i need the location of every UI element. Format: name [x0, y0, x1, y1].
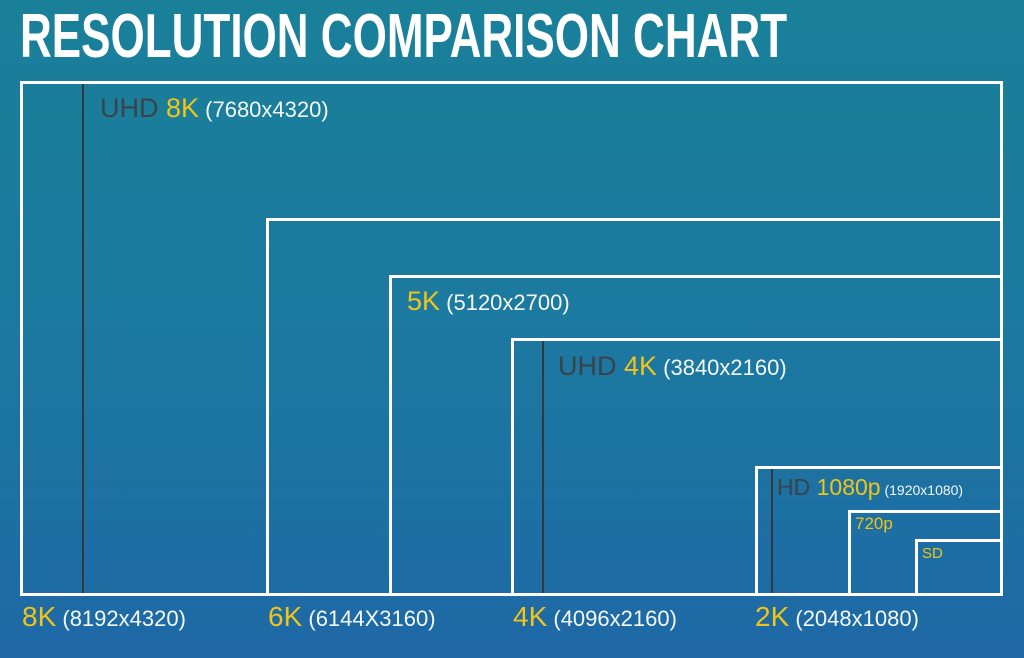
page-title: RESOLUTION COMPARISON CHART — [20, 2, 788, 71]
label-hd-1080p-name: 1080p — [816, 474, 881, 500]
bottom-label-6k: 6K (6144X3160) — [268, 603, 436, 631]
label-5k-dims: (5120x2700) — [440, 290, 570, 315]
label-sd-name: SD — [922, 545, 943, 562]
hd-1080p-left-edge-line — [771, 469, 773, 593]
label-uhd-8k-dims: (7680x4320) — [199, 97, 329, 122]
bottom-label-8k: 8K (8192x4320) — [22, 603, 186, 631]
label-5k: 5K (5120x2700) — [407, 288, 570, 315]
label-hd-1080p-prefix: HD — [777, 474, 817, 500]
bottom-label-8k-name: 8K — [22, 601, 57, 632]
bottom-label-4k-dims: (4096x2160) — [547, 606, 677, 631]
bottom-label-4k: 4K (4096x2160) — [513, 603, 677, 631]
label-sd: SD — [922, 546, 943, 561]
label-uhd-8k-name: 8K — [166, 93, 200, 123]
bottom-label-2k-name: 2K — [755, 601, 790, 632]
bottom-label-8k-dims: (8192x4320) — [56, 606, 186, 631]
box-sd — [915, 539, 1003, 596]
uhd-4k-left-edge-line — [542, 341, 544, 593]
label-uhd-4k-dims: (3840x2160) — [657, 355, 787, 380]
label-5k-name: 5K — [407, 286, 441, 316]
label-uhd-4k: UHD 4K (3840x2160) — [558, 353, 787, 380]
label-720p: 720p — [855, 515, 893, 532]
label-uhd-4k-prefix: UHD — [558, 351, 624, 381]
label-hd-1080p: HD 1080p (1920x1080) — [777, 476, 963, 499]
label-uhd-4k-name: 4K — [624, 351, 658, 381]
label-uhd-8k-prefix: UHD — [100, 93, 166, 123]
label-hd-1080p-dims: (1920x1080) — [880, 482, 964, 498]
uhd-8k-left-edge-line — [82, 84, 84, 593]
bottom-label-2k-dims: (2048x1080) — [789, 606, 919, 631]
label-720p-name: 720p — [855, 514, 893, 533]
bottom-label-6k-name: 6K — [268, 601, 303, 632]
bottom-label-6k-dims: (6144X3160) — [302, 606, 436, 631]
bottom-label-2k: 2K (2048x1080) — [755, 603, 919, 631]
label-uhd-8k: UHD 8K (7680x4320) — [100, 95, 329, 122]
bottom-label-4k-name: 4K — [513, 601, 548, 632]
